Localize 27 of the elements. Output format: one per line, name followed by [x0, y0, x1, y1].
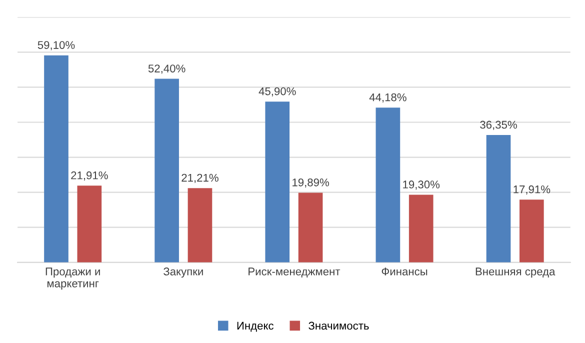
data-label: 19,89% [292, 178, 329, 188]
x-tick-label: Риск-менеджмент [248, 268, 340, 278]
bar [520, 200, 544, 262]
data-label: 17,91% [514, 185, 550, 195]
bar [486, 135, 511, 262]
data-label: 21,91% [71, 171, 108, 181]
x-tick-label: Финансы [382, 268, 428, 276]
bar [298, 192, 323, 262]
data-label: 21,21% [182, 174, 218, 184]
x-tick-label: Закупки [164, 268, 203, 278]
data-label: 52,40% [148, 64, 186, 74]
x-tick-label: Продажи и маркетинг [46, 268, 100, 290]
data-label: 19,30% [403, 180, 440, 190]
bar [188, 188, 212, 262]
bar [154, 78, 179, 262]
legend-label: Индекс [237, 322, 274, 332]
data-label: 45,90% [258, 87, 296, 97]
data-label: 36,35% [480, 120, 517, 130]
bar [376, 108, 400, 262]
legend-label: Значимость [308, 322, 369, 330]
data-label: 44,18% [369, 93, 406, 103]
bar [265, 102, 290, 262]
data-label: 59,10% [38, 41, 75, 50]
bar [77, 186, 102, 262]
x-tick-label: Внешняя среда [476, 268, 556, 278]
bar [408, 194, 434, 262]
bar [44, 55, 68, 262]
